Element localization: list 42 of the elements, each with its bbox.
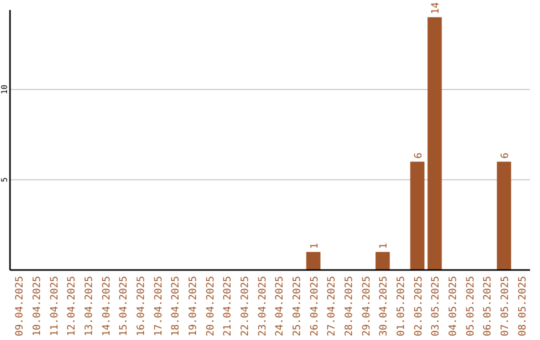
bar (410, 162, 424, 270)
x-tick-label: 28.04.2025 (344, 276, 355, 336)
x-tick-label: 08.05.2025 (517, 276, 528, 336)
x-tick-label: 17.04.2025 (153, 276, 164, 336)
x-tick-label: 25.04.2025 (292, 276, 303, 336)
data-label: 1 (309, 242, 320, 249)
data-label: 6 (500, 152, 511, 159)
x-tick-label: 30.04.2025 (378, 276, 390, 336)
x-tick-label: 20.04.2025 (205, 276, 216, 336)
x-tick-label: 06.05.2025 (482, 276, 494, 336)
data-label: 6 (413, 152, 424, 159)
x-tick-label: 23.04.2025 (257, 276, 268, 336)
x-tick-label: 29.04.2025 (361, 276, 372, 336)
x-tick-label: 14.04.2025 (101, 276, 112, 336)
bar (306, 252, 320, 270)
x-tick-label: 27.04.2025 (326, 276, 338, 336)
x-tick-label: 22.04.2025 (240, 276, 251, 336)
x-tick-label: 13.04.2025 (84, 276, 95, 336)
x-tick-label: 19.04.2025 (188, 276, 199, 336)
x-tick-label: 21.04.2025 (222, 276, 234, 336)
x-tick-label: 15.04.2025 (118, 276, 130, 336)
bar (496, 162, 512, 270)
bar (376, 252, 390, 270)
x-tick-label: 01.05.2025 (396, 276, 407, 336)
bar (428, 17, 442, 270)
x-tick-label: 18.04.2025 (170, 276, 182, 336)
x-tick-label: 26.04.2025 (309, 276, 320, 336)
data-label: 14 (430, 2, 442, 14)
y-tick-label: 5 (0, 177, 9, 182)
x-tick-label: 16.04.2025 (136, 276, 147, 336)
x-tick-label: 07.05.2025 (500, 276, 511, 336)
x-tick-label: 05.05.2025 (465, 276, 476, 336)
data-label: 1 (378, 242, 390, 249)
x-tick-label: 12.04.2025 (66, 276, 78, 336)
x-tick-label: 03.05.2025 (430, 276, 442, 336)
x-tick-label: 11.04.2025 (49, 276, 60, 336)
x-tick-label: 09.04.2025 (14, 276, 26, 336)
x-tick-label: 04.05.2025 (448, 276, 459, 336)
x-tick-label: 24.04.2025 (274, 276, 286, 336)
x-tick-label: 02.05.2025 (413, 276, 424, 336)
y-tick-label: 10 (0, 84, 9, 94)
x-tick-label: 10.04.2025 (32, 276, 43, 336)
